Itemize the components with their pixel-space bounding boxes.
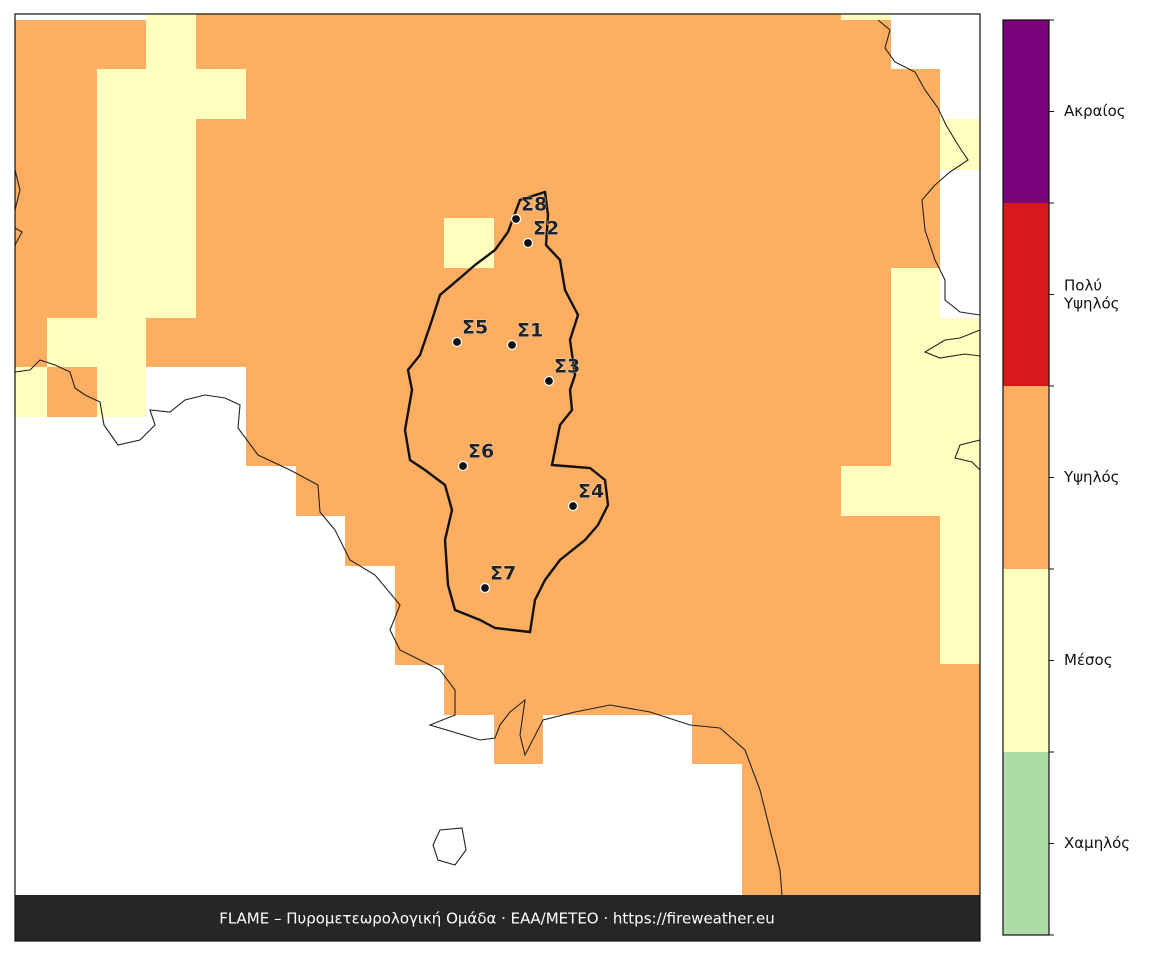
- colorbar-segment: [1003, 20, 1049, 203]
- coastline: [14, 19, 981, 896]
- station-dot: [522, 237, 534, 249]
- sea: [15, 14, 980, 895]
- colorbar: Ακραίος Πολύ Υψηλός Υψηλός Μέσος Χαμηλός: [1002, 19, 1130, 936]
- station-dot: [479, 582, 491, 594]
- region-outline: [403, 190, 610, 634]
- colorbar-segment: [1003, 203, 1049, 386]
- colorbar-label: Πολύ Υψηλός: [1063, 276, 1119, 312]
- station-label: Σ4: [578, 481, 604, 503]
- colorbar-label: Μέσος: [1064, 651, 1113, 669]
- map: Σ1 Σ2 Σ3 Σ4 Σ5 Σ6 Σ7 Σ8 FLAME – Πυρομετεωρολογι…: [14, 13, 981, 942]
- station-label: Σ6: [468, 441, 494, 463]
- station-label: Σ3: [554, 356, 580, 378]
- station-label: Σ5: [462, 317, 488, 339]
- station-dot: [457, 460, 469, 472]
- station-dot: [543, 375, 555, 387]
- station-dot: [567, 500, 579, 512]
- stations: Σ1 Σ2 Σ3 Σ4 Σ5 Σ6 Σ7 Σ8: [451, 193, 605, 594]
- station-label: Σ1: [517, 320, 543, 342]
- colorbar-label: Υψηλός: [1063, 468, 1119, 486]
- moderate-cells: [15, 14, 980, 664]
- footer-text: FLAME – Πυρομετεωρολογική Ομάδα · ΕΑΑ/ME…: [219, 910, 775, 928]
- footer-bar: [15, 895, 980, 941]
- station-label: Σ8: [521, 194, 547, 216]
- colorbar-frame: [1002, 19, 1050, 936]
- map-frame: [14, 13, 981, 942]
- colorbar-segment: [1003, 752, 1049, 935]
- station-dot: [506, 339, 518, 351]
- station-label: Σ2: [533, 218, 559, 240]
- station-dot: [451, 336, 463, 348]
- colorbar-label: Ακραίος: [1064, 102, 1126, 120]
- colorbar-label: Χαμηλός: [1064, 834, 1130, 852]
- station-dot: [510, 213, 522, 225]
- colorbar-segment: [1003, 386, 1049, 569]
- station-label: Σ7: [490, 563, 516, 585]
- colorbar-segment: [1003, 569, 1049, 752]
